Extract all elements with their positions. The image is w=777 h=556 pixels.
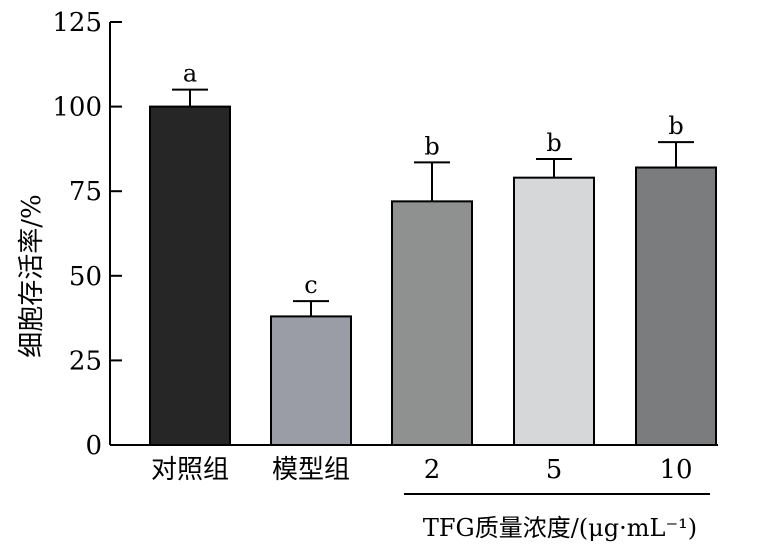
- significance-label-0: a: [183, 60, 197, 88]
- x-axis: 对照组 模型组 2 5 10: [110, 444, 718, 485]
- y-tick-label: 75: [69, 177, 102, 207]
- y-tick-label: 50: [69, 262, 102, 292]
- y-tick-label: 125: [52, 8, 102, 38]
- significance-label-4: b: [668, 112, 683, 140]
- y-axis: 0 25 50 75 100 125: [52, 8, 122, 461]
- x-tick-label-3: 5: [546, 455, 563, 485]
- bar-1: [270, 315, 352, 446]
- significance-label-3: b: [546, 129, 561, 157]
- bar-0: [149, 105, 231, 446]
- significance-label-1: c: [304, 271, 317, 299]
- bar-2: [391, 200, 473, 446]
- bar-4: [635, 166, 717, 446]
- y-axis-label: 细胞存活率/%: [17, 194, 47, 357]
- bar-3: [513, 176, 595, 446]
- y-tick-label: 0: [85, 431, 102, 461]
- x-group-label: TFG质量浓度/(μg·mL⁻¹): [423, 514, 697, 542]
- x-tick-label-0: 对照组: [151, 455, 229, 485]
- bars: a c b b b: [149, 60, 717, 446]
- y-tick-label: 25: [69, 346, 102, 376]
- y-tick-label: 100: [52, 93, 102, 123]
- x-tick-label-1: 模型组: [272, 455, 350, 485]
- x-tick-label-2: 2: [424, 455, 441, 485]
- significance-label-2: b: [424, 132, 439, 160]
- x-tick-label-4: 10: [659, 455, 692, 485]
